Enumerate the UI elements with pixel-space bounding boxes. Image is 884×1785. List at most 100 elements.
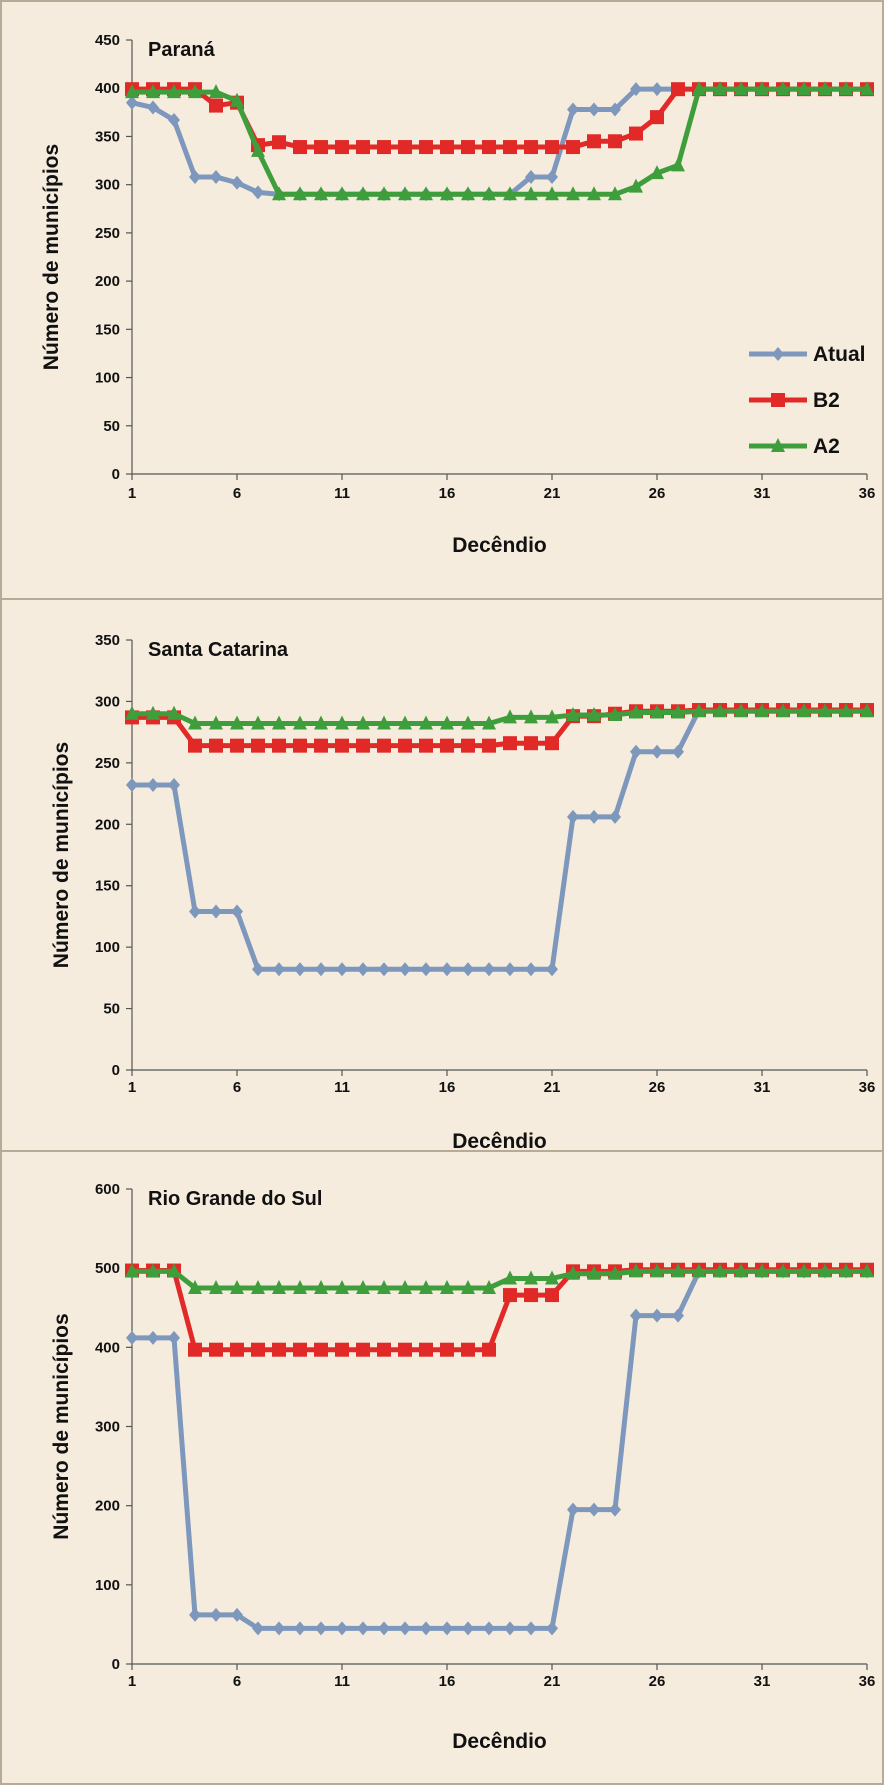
y-tick-label: 500	[95, 1260, 120, 1277]
data-point-a2	[335, 715, 349, 730]
data-point-a2	[734, 1263, 748, 1278]
data-point-a2	[419, 1279, 433, 1294]
legend-label-b2: B2	[813, 389, 840, 412]
data-point-a2	[818, 81, 832, 96]
data-point-a2	[356, 186, 370, 201]
data-point-atual	[630, 82, 642, 97]
data-point-atual	[315, 1621, 327, 1636]
data-point-a2	[545, 1270, 559, 1285]
data-point-a2	[692, 1263, 706, 1278]
data-point-a2	[587, 1265, 601, 1280]
data-point-b2	[587, 134, 601, 149]
data-point-b2	[419, 738, 433, 753]
data-point-b2	[230, 1342, 244, 1357]
data-point-b2	[440, 738, 454, 753]
data-point-b2	[356, 140, 370, 155]
data-point-b2	[524, 736, 538, 751]
data-point-atual	[672, 1308, 684, 1323]
y-tick-label: 50	[103, 1001, 120, 1018]
data-point-a2	[461, 1279, 475, 1294]
y-tick-label: 200	[95, 273, 120, 290]
data-point-b2	[545, 736, 559, 751]
data-point-a2	[587, 186, 601, 201]
data-point-atual	[672, 744, 684, 759]
y-tick-label: 250	[95, 225, 120, 242]
data-point-a2	[608, 1265, 622, 1280]
x-tick-label: 6	[233, 1079, 241, 1096]
data-point-b2	[314, 738, 328, 753]
data-point-a2	[188, 1279, 202, 1294]
y-tick-label: 250	[95, 755, 120, 772]
data-point-b2	[293, 140, 307, 155]
data-point-a2	[797, 81, 811, 96]
y-axis-label: Número de municípios	[40, 144, 63, 370]
data-point-b2	[356, 738, 370, 753]
data-point-a2	[818, 1263, 832, 1278]
data-point-b2	[398, 738, 412, 753]
data-point-b2	[293, 1342, 307, 1357]
data-point-b2	[461, 140, 475, 155]
data-point-b2	[335, 738, 349, 753]
data-point-a2	[272, 715, 286, 730]
y-tick-label: 100	[95, 370, 120, 387]
chart-title: Paraná	[148, 39, 216, 61]
data-point-a2	[440, 715, 454, 730]
data-point-atual	[126, 95, 138, 110]
x-tick-label: 21	[544, 485, 561, 502]
series-a2	[125, 703, 874, 730]
data-point-b2	[251, 738, 265, 753]
data-point-a2	[839, 703, 853, 718]
y-tick-label: 150	[95, 321, 120, 338]
data-point-atual	[378, 962, 390, 977]
x-tick-label: 11	[334, 1079, 350, 1096]
data-point-atual	[189, 1607, 201, 1622]
data-point-a2	[146, 84, 160, 99]
y-axis-label: Número de municípios	[50, 742, 73, 968]
x-axis-label: Decêndio	[452, 1130, 547, 1152]
data-point-a2	[398, 186, 412, 201]
data-point-a2	[860, 703, 874, 718]
data-point-atual	[525, 1621, 537, 1636]
y-tick-label: 0	[112, 466, 120, 483]
data-point-b2	[461, 1342, 475, 1357]
data-point-b2	[524, 1288, 538, 1303]
data-point-b2	[482, 738, 496, 753]
data-point-a2	[629, 704, 643, 719]
data-point-atual	[504, 962, 516, 977]
data-point-atual	[210, 169, 222, 184]
x-tick-label: 1	[128, 1673, 136, 1690]
y-tick-label: 300	[95, 1419, 120, 1436]
y-axis-label: Número de municípios	[50, 1313, 73, 1539]
data-point-a2	[314, 186, 328, 201]
x-axis-label: Decêndio	[452, 534, 547, 557]
data-point-atual	[294, 1621, 306, 1636]
data-point-a2	[125, 1263, 139, 1278]
data-point-b2	[650, 110, 664, 125]
data-point-b2	[188, 1342, 202, 1357]
y-tick-label: 100	[95, 939, 120, 956]
data-point-a2	[230, 1279, 244, 1294]
data-point-atual	[210, 904, 222, 919]
data-point-b2	[545, 1288, 559, 1303]
data-point-atual	[546, 962, 558, 977]
data-point-a2	[839, 1263, 853, 1278]
data-point-atual	[420, 962, 432, 977]
data-point-a2	[419, 715, 433, 730]
y-tick-label: 350	[95, 128, 120, 145]
data-point-a2	[545, 186, 559, 201]
x-tick-label: 21	[544, 1079, 561, 1096]
data-point-atual	[462, 962, 474, 977]
x-tick-label: 21	[544, 1673, 561, 1690]
data-point-b2	[608, 134, 622, 149]
x-tick-label: 16	[439, 485, 456, 502]
data-point-atual	[651, 1308, 663, 1323]
data-point-atual	[525, 169, 537, 184]
data-point-b2	[671, 82, 685, 97]
data-point-atual	[336, 962, 348, 977]
x-tick-label: 36	[859, 1079, 876, 1096]
data-point-a2	[146, 1263, 160, 1278]
data-point-b2	[398, 140, 412, 155]
data-point-atual	[168, 1330, 180, 1345]
data-point-atual	[252, 962, 264, 977]
